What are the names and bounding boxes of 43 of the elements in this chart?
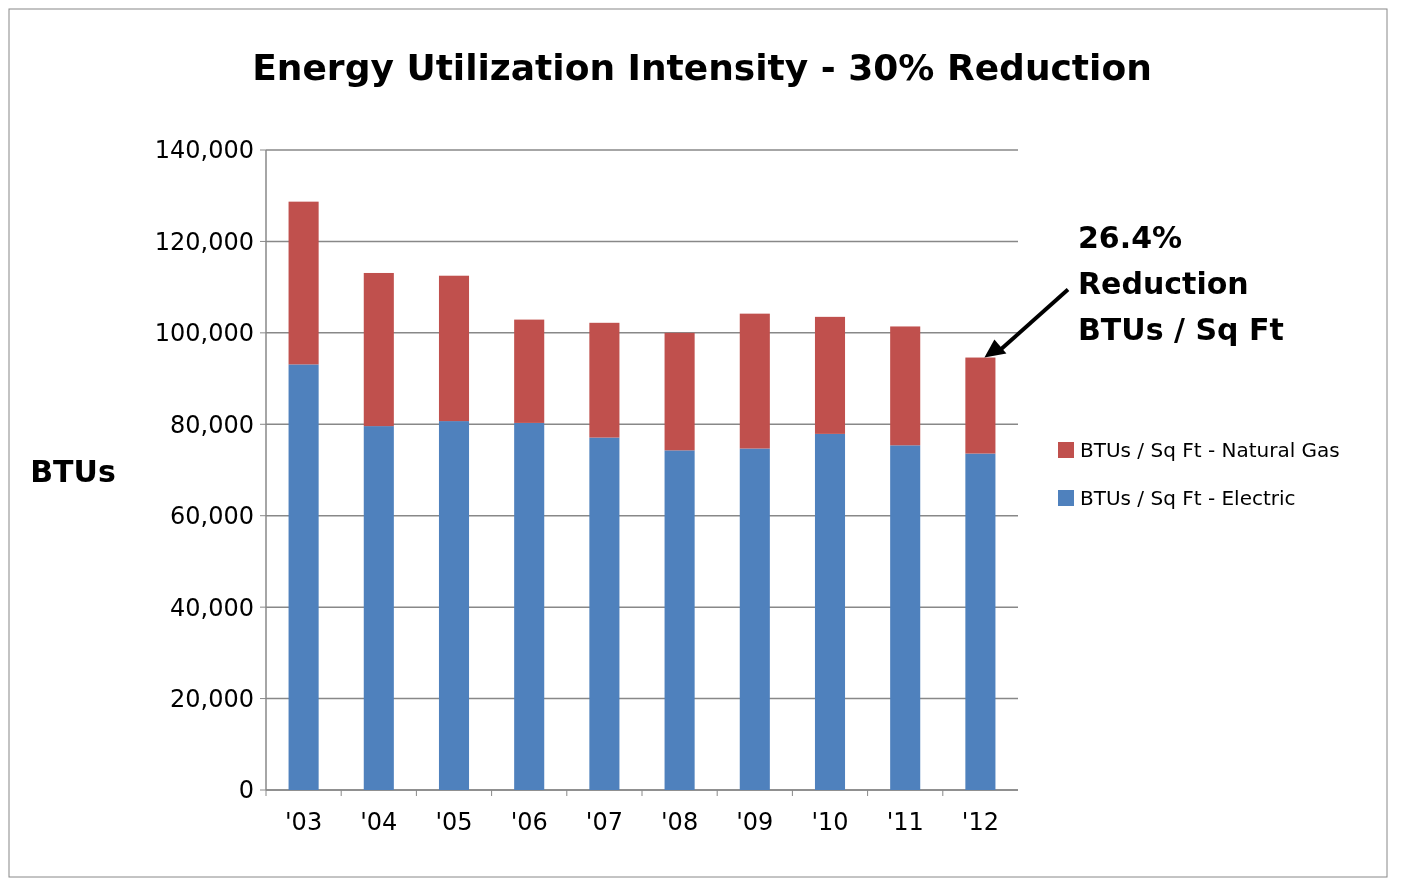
bar: [739, 313, 770, 449]
bar: [739, 448, 770, 790]
x-tick-label: '10: [811, 808, 849, 836]
text: 26.4% Reduction BTUs / Sq Ft: [1078, 219, 1284, 347]
bar: [363, 272, 394, 427]
x-tick-label: '05: [435, 808, 473, 836]
bar: [438, 421, 470, 790]
bar: [288, 201, 319, 365]
chart-title: Energy Utilization Intensity - 30% Reduction: [252, 47, 1152, 88]
bar: [589, 322, 620, 438]
y-axis-title: BTUs: [30, 454, 116, 489]
y-tick-label: 20,000: [170, 684, 254, 713]
bar: [814, 433, 846, 790]
bar: [664, 450, 695, 790]
x-tick-label: '08: [661, 808, 699, 836]
x-tick-label: '12: [961, 808, 999, 836]
bar: [965, 357, 996, 454]
y-tick-label: 100,000: [154, 319, 254, 348]
bar: [890, 445, 921, 790]
x-tick-label: '09: [736, 808, 774, 836]
legend-label: BTUs / Sq Ft - Electric: [1080, 486, 1296, 510]
bar: [438, 275, 470, 422]
bar: [664, 332, 695, 451]
y-tick-label: 80,000: [170, 410, 254, 439]
y-tick-label: 60,000: [170, 502, 254, 531]
bar: [514, 319, 545, 423]
bar: [288, 364, 319, 790]
x-tick-label: '07: [585, 808, 623, 836]
y-tick-label: 0: [238, 776, 254, 805]
y-tick-label: 120,000: [154, 227, 254, 256]
y-tick-label: 140,000: [154, 136, 254, 165]
x-tick-label: '06: [510, 808, 548, 836]
bar: [514, 422, 545, 790]
x-tick-label: '03: [285, 808, 323, 836]
x-tick-label: '11: [886, 808, 924, 836]
bar: [589, 437, 620, 790]
y-tick-label: 40,000: [170, 593, 254, 622]
bar: [814, 316, 846, 434]
bar: [965, 453, 996, 790]
x-tick-label: '04: [360, 808, 398, 836]
legend-label: BTUs / Sq Ft - Natural Gas: [1080, 438, 1340, 462]
bar: [363, 426, 394, 790]
bar: [890, 326, 921, 446]
